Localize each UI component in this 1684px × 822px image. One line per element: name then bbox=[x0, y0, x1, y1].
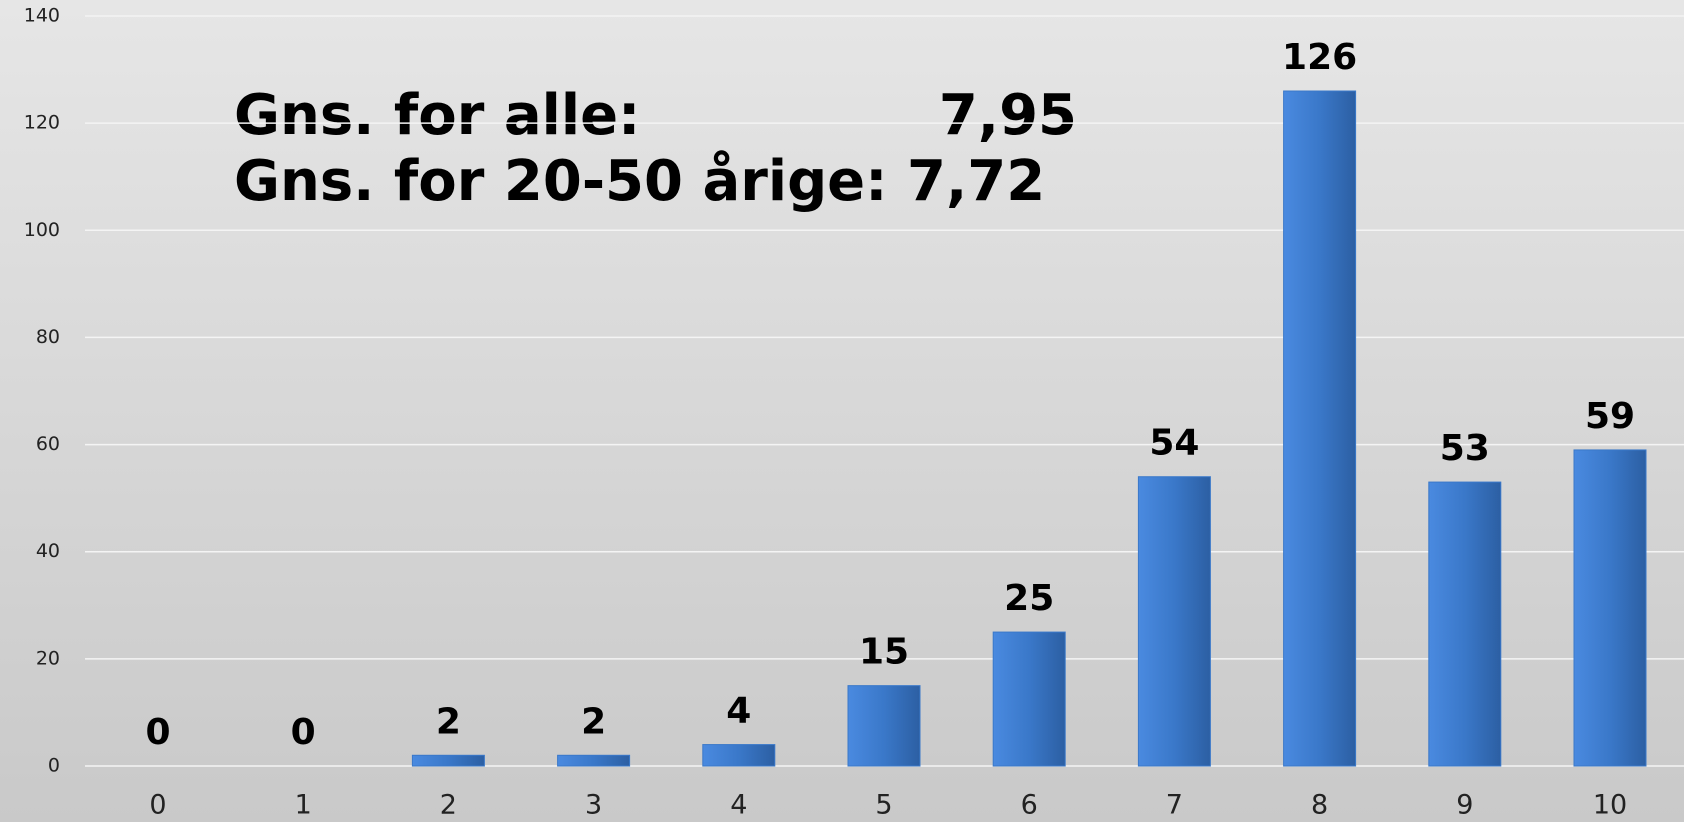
data-label: 2 bbox=[436, 701, 461, 742]
x-tick-label: 7 bbox=[1166, 790, 1183, 821]
bar bbox=[1428, 481, 1502, 767]
x-tick-label: 2 bbox=[440, 790, 457, 821]
data-label: 53 bbox=[1440, 428, 1490, 469]
y-tick-label: 20 bbox=[36, 647, 60, 669]
data-label: 2 bbox=[581, 701, 606, 742]
x-tick-label: 10 bbox=[1593, 790, 1627, 821]
bar bbox=[1137, 476, 1211, 767]
y-tick-label: 0 bbox=[48, 755, 60, 777]
x-tick-label: 5 bbox=[875, 790, 892, 821]
x-tick-label: 4 bbox=[730, 790, 747, 821]
data-label: 126 bbox=[1282, 37, 1357, 78]
bar bbox=[1283, 90, 1357, 767]
y-tick-label: 60 bbox=[36, 433, 60, 455]
y-tick-label: 100 bbox=[24, 219, 60, 241]
x-tick-label: 3 bbox=[585, 790, 602, 821]
data-label: 25 bbox=[1004, 578, 1054, 619]
bar bbox=[992, 631, 1066, 767]
bar bbox=[411, 754, 485, 767]
bar bbox=[1573, 449, 1647, 767]
data-label: 59 bbox=[1585, 396, 1635, 437]
annotation: 7,95 bbox=[939, 83, 1077, 148]
data-label: 0 bbox=[145, 712, 170, 753]
y-tick-label: 40 bbox=[36, 540, 60, 562]
x-tick-label: 1 bbox=[295, 790, 312, 821]
bar bbox=[847, 685, 921, 767]
y-tick-label: 140 bbox=[24, 5, 60, 27]
data-label: 15 bbox=[859, 632, 909, 673]
annotation: Gns. for 20-50 årige: 7,72 bbox=[234, 149, 1045, 214]
y-tick-label: 80 bbox=[36, 326, 60, 348]
data-label: 54 bbox=[1149, 423, 1199, 464]
x-tick-label: 0 bbox=[149, 790, 166, 821]
data-label: 4 bbox=[726, 691, 751, 732]
y-tick-label: 120 bbox=[24, 112, 60, 134]
x-tick-label: 9 bbox=[1456, 790, 1473, 821]
bar bbox=[557, 754, 631, 767]
data-label: 0 bbox=[291, 712, 316, 753]
x-tick-label: 8 bbox=[1311, 790, 1328, 821]
bar bbox=[702, 744, 776, 767]
annotation: Gns. for alle: bbox=[234, 83, 640, 148]
x-tick-label: 6 bbox=[1021, 790, 1038, 821]
